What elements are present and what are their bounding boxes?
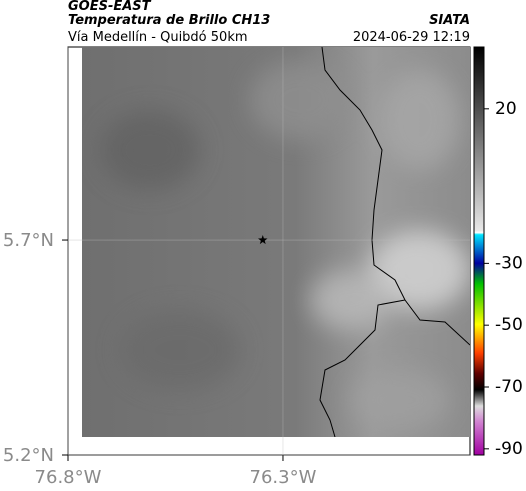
x-tick-label: 76.8°W bbox=[35, 467, 102, 488]
colorbar-tick-label: -50 bbox=[495, 315, 523, 335]
colorbar bbox=[473, 46, 485, 456]
colorbar-tick-label: -90 bbox=[495, 439, 523, 459]
y-tick-label: 5.7°N bbox=[3, 230, 54, 251]
title: GOES-EAST bbox=[68, 0, 152, 14]
source: SIATA bbox=[429, 13, 470, 28]
y-tick-label: 5.2°N bbox=[3, 445, 54, 466]
datetime: 2024-06-29 12:19 bbox=[353, 30, 470, 45]
subtitle: Temperatura de Brillo CH13 bbox=[68, 13, 270, 28]
colorbar-tick-label: 20 bbox=[495, 99, 517, 119]
location-marker bbox=[258, 235, 268, 245]
colorbar-tick-label: -70 bbox=[495, 377, 523, 397]
colorbar-tick-label: -30 bbox=[495, 253, 523, 273]
x-tick-label: 76.3°W bbox=[250, 467, 317, 488]
satellite-image bbox=[82, 47, 470, 437]
region: Vía Medellín - Quibdó 50km bbox=[68, 30, 248, 45]
